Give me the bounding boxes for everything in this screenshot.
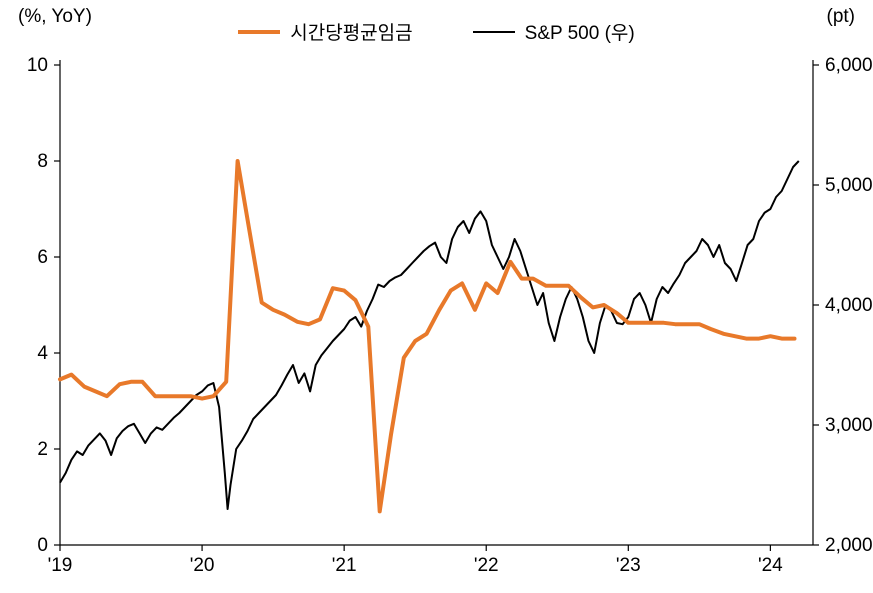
y-left-tick-label: 10	[27, 55, 48, 76]
wage-line	[60, 161, 795, 511]
sp500-line	[60, 161, 799, 509]
y-left-tick-label: 4	[37, 343, 48, 364]
wage-sp500-chart: (%, YoY) (pt) 시간당평균임금 S&P 500 (우) 024681…	[0, 0, 873, 593]
chart-svg: 0 2 4 6 8 10 2,000 3,000 4,000 5,000 6,000 '19 '20 '2…	[0, 0, 873, 593]
y-left-tick-label: 8	[37, 151, 48, 172]
x-tick-label: '23	[616, 555, 641, 576]
x-tick-label: '24	[758, 555, 783, 576]
y-left-tick-label: 6	[37, 247, 48, 268]
x-tick-label: '20	[190, 555, 215, 576]
x-tick-label: '19	[48, 555, 73, 576]
y-right-tick-label: 3,000	[825, 415, 873, 436]
y-right-tick-label: 6,000	[825, 55, 873, 76]
y-right-tick-label: 2,000	[825, 535, 873, 556]
y-left-tick-label: 2	[37, 439, 48, 460]
y-right-tick-label: 4,000	[825, 295, 873, 316]
x-tick-label: '22	[474, 555, 499, 576]
y-right-tick-label: 5,000	[825, 175, 873, 196]
x-tick-label: '21	[332, 555, 357, 576]
y-left-tick-label: 0	[37, 535, 48, 556]
